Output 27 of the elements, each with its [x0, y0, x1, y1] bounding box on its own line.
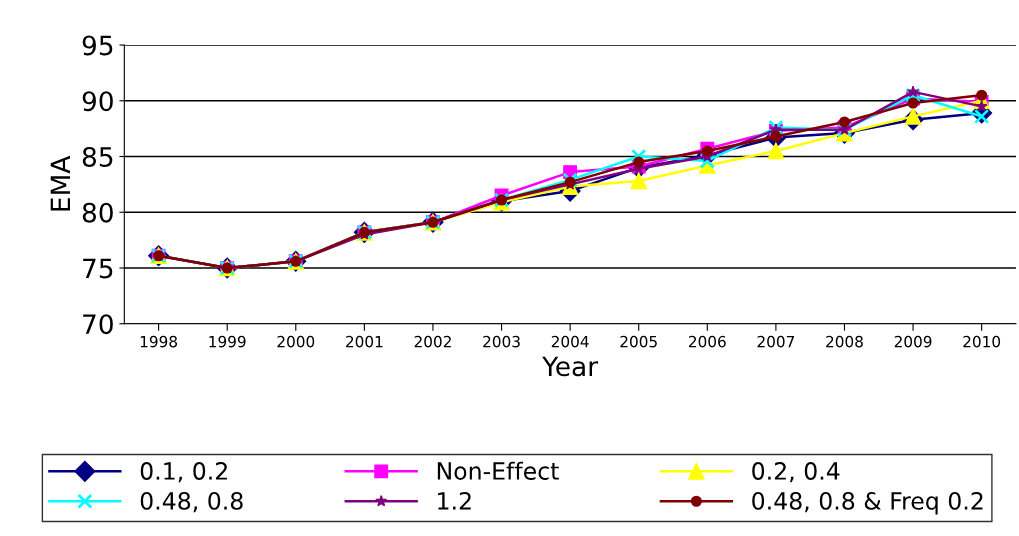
y-tick-label: 90: [82, 91, 113, 112]
x-tick-label: 2000: [277, 335, 315, 348]
x-tick-label: 2004: [551, 335, 589, 348]
y-tick-label: 85: [82, 146, 113, 167]
x-tick-label: 2009: [894, 335, 932, 348]
x-tick-label: 2005: [620, 335, 657, 348]
x-tick-label: 1999: [209, 335, 246, 348]
legend-label: 0.48, 0.8 & Freq 0.2: [752, 492, 983, 515]
x-tick-label: 2002: [414, 335, 451, 348]
legend-label: Non-Effect: [437, 461, 559, 480]
x-tick-label: 2003: [483, 335, 520, 348]
y-axis-title: EMA: [50, 155, 70, 211]
legend-label: 0.2, 0.4: [752, 462, 840, 483]
x-axis-title: Year: [542, 356, 599, 377]
x-tick-label: 2007: [757, 335, 795, 348]
legend-label: 0.48, 0.8: [140, 492, 243, 513]
x-tick-label: 2010: [963, 335, 1001, 348]
x-tick-label: 2008: [826, 335, 863, 348]
y-tick-label: 75: [83, 258, 113, 279]
x-tick-label: 1998: [140, 335, 178, 348]
y-tick-label: 95: [82, 35, 113, 56]
y-tick-label: 80: [82, 202, 113, 223]
x-tick-label: 2006: [688, 335, 726, 348]
x-tick-label: 2001: [346, 335, 383, 348]
legend-label: 1.2: [438, 492, 471, 510]
legend-label: 0.1, 0.2: [140, 462, 227, 483]
y-tick-label: 70: [83, 314, 113, 335]
